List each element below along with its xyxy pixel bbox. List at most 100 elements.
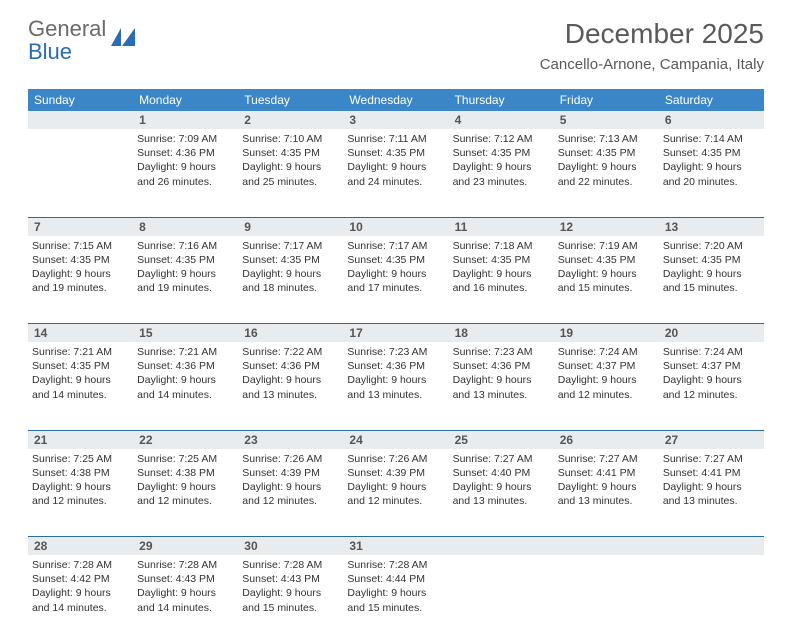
day-cell: Sunrise: 7:24 AMSunset: 4:37 PMDaylight:… [554,342,659,430]
daylight-line-2: and 14 minutes. [32,388,129,402]
daylight-line-1: Daylight: 9 hours [137,267,234,281]
day-number-cell: 11 [449,217,554,236]
logo-mark-icon [111,26,137,53]
sunset-line: Sunset: 4:35 PM [242,146,339,160]
day-number-cell: 23 [238,430,343,449]
day-cell: Sunrise: 7:18 AMSunset: 4:35 PMDaylight:… [449,236,554,324]
day-cell: Sunrise: 7:16 AMSunset: 4:35 PMDaylight:… [133,236,238,324]
sunset-line: Sunset: 4:38 PM [32,466,129,480]
day-number-cell: 2 [238,111,343,129]
daylight-line-1: Daylight: 9 hours [663,160,760,174]
daylight-line-2: and 12 minutes. [32,494,129,508]
sunrise-line: Sunrise: 7:25 AM [32,452,129,466]
day-number-cell: 31 [343,537,448,556]
day-cell: Sunrise: 7:25 AMSunset: 4:38 PMDaylight:… [133,449,238,537]
day-cell: Sunrise: 7:17 AMSunset: 4:35 PMDaylight:… [343,236,448,324]
sunset-line: Sunset: 4:38 PM [137,466,234,480]
day-cell: Sunrise: 7:28 AMSunset: 4:43 PMDaylight:… [238,555,343,643]
daylight-line-1: Daylight: 9 hours [32,480,129,494]
weekday-header: Saturday [659,89,764,111]
sunset-line: Sunset: 4:35 PM [663,146,760,160]
daylight-line-2: and 12 minutes. [137,494,234,508]
sunrise-line: Sunrise: 7:25 AM [137,452,234,466]
week-row: Sunrise: 7:15 AMSunset: 4:35 PMDaylight:… [28,236,764,324]
sunset-line: Sunset: 4:36 PM [347,359,444,373]
day-cell: Sunrise: 7:25 AMSunset: 4:38 PMDaylight:… [28,449,133,537]
daylight-line-1: Daylight: 9 hours [242,586,339,600]
day-number-cell: 28 [28,537,133,556]
daylight-line-2: and 13 minutes. [558,494,655,508]
day-number-cell: 12 [554,217,659,236]
day-cell: Sunrise: 7:23 AMSunset: 4:36 PMDaylight:… [343,342,448,430]
daylight-line-1: Daylight: 9 hours [347,160,444,174]
day-number-cell: 1 [133,111,238,129]
sunrise-line: Sunrise: 7:09 AM [137,132,234,146]
daylight-line-1: Daylight: 9 hours [347,373,444,387]
daylight-line-2: and 14 minutes. [137,388,234,402]
sunrise-line: Sunrise: 7:26 AM [347,452,444,466]
daylight-line-2: and 14 minutes. [32,601,129,615]
daylight-line-1: Daylight: 9 hours [242,480,339,494]
daylight-line-1: Daylight: 9 hours [663,480,760,494]
daylight-line-1: Daylight: 9 hours [137,480,234,494]
daylight-line-2: and 13 minutes. [242,388,339,402]
day-number-cell: 30 [238,537,343,556]
daylight-line-2: and 12 minutes. [558,388,655,402]
week-row: Sunrise: 7:28 AMSunset: 4:42 PMDaylight:… [28,555,764,643]
day-cell: Sunrise: 7:28 AMSunset: 4:43 PMDaylight:… [133,555,238,643]
daylight-line-2: and 15 minutes. [663,281,760,295]
sunset-line: Sunset: 4:37 PM [663,359,760,373]
sunset-line: Sunset: 4:36 PM [137,146,234,160]
day-cell: Sunrise: 7:15 AMSunset: 4:35 PMDaylight:… [28,236,133,324]
day-number-cell [28,111,133,129]
sunrise-line: Sunrise: 7:27 AM [663,452,760,466]
day-cell: Sunrise: 7:14 AMSunset: 4:35 PMDaylight:… [659,129,764,217]
sunset-line: Sunset: 4:35 PM [558,253,655,267]
sunrise-line: Sunrise: 7:15 AM [32,239,129,253]
sunset-line: Sunset: 4:36 PM [453,359,550,373]
daylight-line-1: Daylight: 9 hours [347,586,444,600]
daylight-line-2: and 24 minutes. [347,175,444,189]
sunset-line: Sunset: 4:35 PM [32,359,129,373]
day-number-cell: 15 [133,324,238,343]
day-cell: Sunrise: 7:17 AMSunset: 4:35 PMDaylight:… [238,236,343,324]
sunrise-line: Sunrise: 7:24 AM [663,345,760,359]
sunrise-line: Sunrise: 7:27 AM [453,452,550,466]
day-cell: Sunrise: 7:27 AMSunset: 4:41 PMDaylight:… [659,449,764,537]
week-row: Sunrise: 7:21 AMSunset: 4:35 PMDaylight:… [28,342,764,430]
sunset-line: Sunset: 4:35 PM [137,253,234,267]
sunrise-line: Sunrise: 7:17 AM [347,239,444,253]
day-cell: Sunrise: 7:09 AMSunset: 4:36 PMDaylight:… [133,129,238,217]
sunset-line: Sunset: 4:37 PM [558,359,655,373]
sunrise-line: Sunrise: 7:27 AM [558,452,655,466]
sunset-line: Sunset: 4:43 PM [137,572,234,586]
calendar-body: 123456Sunrise: 7:09 AMSunset: 4:36 PMDay… [28,111,764,643]
daylight-line-1: Daylight: 9 hours [32,373,129,387]
daylight-line-1: Daylight: 9 hours [663,373,760,387]
sunrise-line: Sunrise: 7:28 AM [32,558,129,572]
logo-word-blue: Blue [28,39,72,64]
day-number-cell: 29 [133,537,238,556]
day-cell: Sunrise: 7:10 AMSunset: 4:35 PMDaylight:… [238,129,343,217]
daylight-line-1: Daylight: 9 hours [137,160,234,174]
logo: General Blue [28,18,137,64]
daylight-line-2: and 13 minutes. [347,388,444,402]
sunrise-line: Sunrise: 7:28 AM [242,558,339,572]
daylight-line-1: Daylight: 9 hours [137,586,234,600]
sunrise-line: Sunrise: 7:14 AM [663,132,760,146]
sunrise-line: Sunrise: 7:21 AM [32,345,129,359]
sunset-line: Sunset: 4:35 PM [242,253,339,267]
weekday-header: Sunday [28,89,133,111]
day-number-cell: 7 [28,217,133,236]
daylight-line-2: and 14 minutes. [137,601,234,615]
sunset-line: Sunset: 4:35 PM [663,253,760,267]
daylight-line-1: Daylight: 9 hours [242,267,339,281]
calendar-table: Sunday Monday Tuesday Wednesday Thursday… [28,89,764,643]
day-cell: Sunrise: 7:26 AMSunset: 4:39 PMDaylight:… [343,449,448,537]
sunrise-line: Sunrise: 7:28 AM [137,558,234,572]
day-cell: Sunrise: 7:23 AMSunset: 4:36 PMDaylight:… [449,342,554,430]
daylight-line-2: and 15 minutes. [347,601,444,615]
sunrise-line: Sunrise: 7:23 AM [453,345,550,359]
day-cell: Sunrise: 7:13 AMSunset: 4:35 PMDaylight:… [554,129,659,217]
day-cell [28,129,133,217]
